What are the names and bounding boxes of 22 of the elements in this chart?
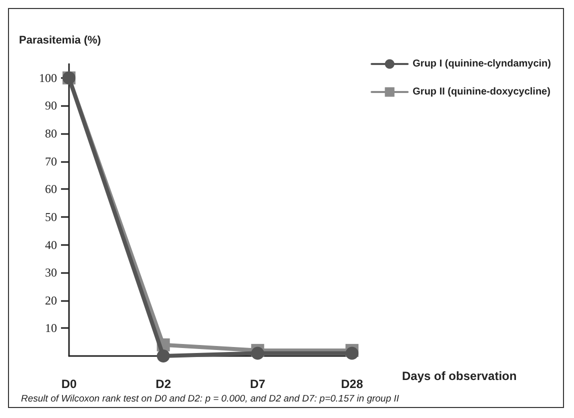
y-axis-title: Parasitemia (%) [19, 34, 102, 46]
x-tick-label: D28 [340, 377, 364, 391]
y-tick-label: 40 [45, 238, 57, 252]
point [156, 350, 170, 362]
x-axis-title: Days of observation [402, 369, 517, 383]
point [251, 346, 264, 360]
x-tick-label: D7 [250, 377, 266, 391]
y-tick-label: 20 [45, 293, 57, 308]
y-tick-label: 70 [45, 154, 57, 168]
y-tick-label: 30 [45, 266, 57, 280]
x-tick-label: D0 [61, 377, 77, 391]
y-tick-label: 90 [45, 98, 57, 113]
y-tick-label: 10 [45, 321, 57, 336]
point [346, 346, 358, 360]
legend-label: Grup I (quinine-clyndamycin) [412, 58, 552, 70]
y-tick-label: 50 [45, 210, 57, 224]
text: Result of Wilcoxon rank test on D0 and D2: p = 0.000, and D2 and D7: p=0.157 in group II [21, 394, 400, 404]
y-tick-label: 80 [45, 126, 57, 141]
x-tick-label: D2 [156, 377, 172, 391]
legend-label: Grup II (quinine-doxycycline) [412, 86, 550, 98]
y-tick-label: 60 [45, 182, 57, 196]
y-tick-label: 100 [39, 70, 57, 85]
